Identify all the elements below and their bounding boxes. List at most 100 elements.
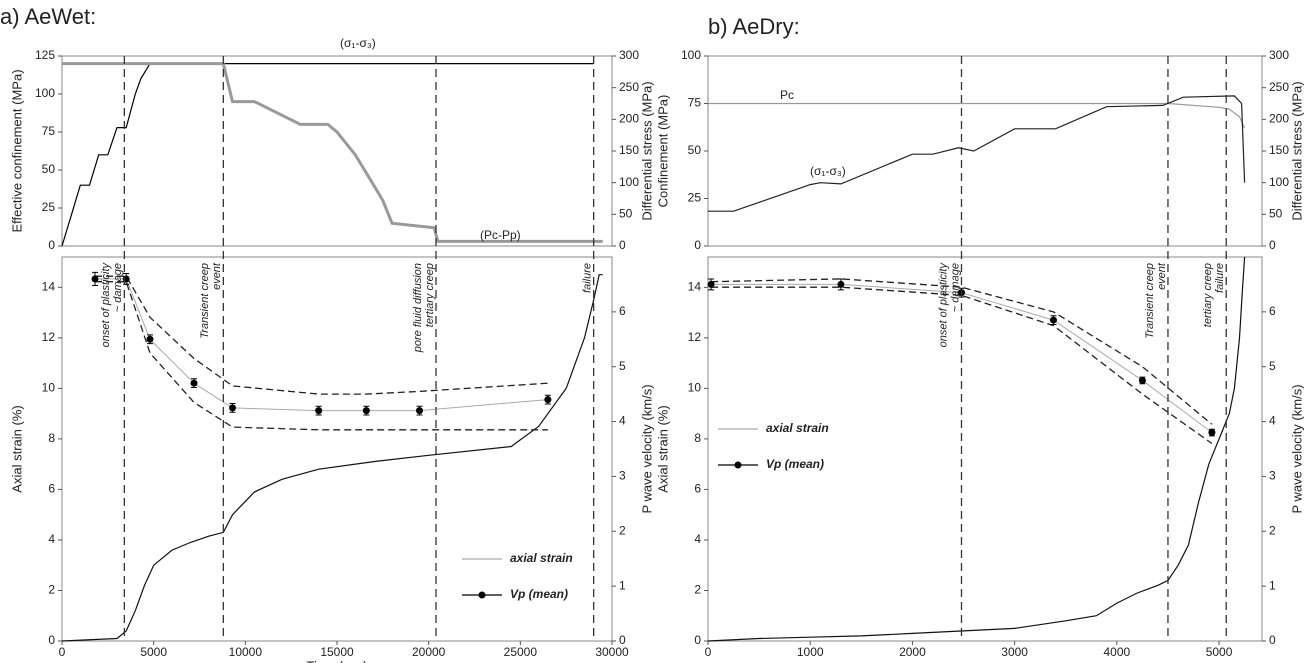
y2-axis-label: P wave velocity (km/s) <box>639 384 654 513</box>
x-tick-label: 0 <box>705 645 712 659</box>
x-tick-label: 0 <box>59 645 66 659</box>
y2-tick-label: 100 <box>619 175 639 189</box>
x-tick-label: 20000 <box>412 645 446 659</box>
vp-point <box>146 335 154 343</box>
y-tick-label: 2 <box>48 583 55 597</box>
legend-marker <box>478 591 486 599</box>
event-label: failure <box>1214 263 1226 293</box>
series-annotation: (σ₁-σ₃) <box>340 36 376 50</box>
panel-title: b) AeDry: <box>708 14 800 39</box>
panel-title: a) AeWet: <box>0 4 96 29</box>
y2-tick-label: 100 <box>1269 175 1289 189</box>
y-tick-label: 14 <box>688 279 702 293</box>
x-tick-label: 4000 <box>1104 645 1131 659</box>
vp-point <box>91 275 99 283</box>
series-line <box>707 256 1246 642</box>
x-tick-label: 2000 <box>899 645 926 659</box>
x-tick-label: 10000 <box>229 645 263 659</box>
y2-tick-label: 1 <box>619 578 626 592</box>
x-axis-label: Time (sec) <box>307 658 368 663</box>
y2-axis-label: P wave velocity (km/s) <box>1289 384 1304 513</box>
vp-point <box>1208 429 1216 437</box>
series-annotation: (σ₁-σ₃) <box>810 164 846 178</box>
y2-tick-label: 0 <box>619 238 626 252</box>
upper-bound <box>711 278 1213 425</box>
y-tick-label: 50 <box>42 162 56 176</box>
lower-bound <box>711 286 1213 445</box>
vp-point <box>837 280 845 288</box>
y2-tick-label: 250 <box>619 80 639 94</box>
y2-axis-label: Differential stress (MPa) <box>1289 81 1304 220</box>
y2-tick-label: 50 <box>1269 207 1283 221</box>
y2-tick-label: 6 <box>1269 304 1276 318</box>
y-tick-label: 4 <box>48 532 55 546</box>
series-line <box>61 63 594 247</box>
y2-tick-label: 50 <box>619 207 633 221</box>
series-annotation: Pc <box>780 88 794 102</box>
y-tick-label: 125 <box>35 48 55 62</box>
y-tick-label: 0 <box>48 633 55 647</box>
legend-label: Vp (mean) <box>766 457 824 471</box>
x-tick-label: 1000 <box>797 645 824 659</box>
y2-tick-label: 6 <box>619 304 626 318</box>
event-label: ~ damage <box>949 263 961 312</box>
vp-point <box>544 396 552 404</box>
y2-tick-label: 3 <box>619 469 626 483</box>
plot-frame <box>61 55 613 247</box>
y-tick-label: 6 <box>694 482 701 496</box>
event-label: event <box>1156 262 1168 290</box>
y-axis-label: Effective confinement (MPa) <box>9 69 24 232</box>
y-tick-label: 0 <box>694 238 701 252</box>
y2-tick-label: 4 <box>619 414 626 428</box>
vp-point <box>707 280 715 288</box>
y-axis-label: Axial strain (%) <box>655 405 670 492</box>
y2-tick-label: 0 <box>619 633 626 647</box>
vp-trend <box>711 283 1213 433</box>
y2-axis-label: Differential stress (MPa) <box>639 81 654 220</box>
event-label: tertiary creep <box>1202 263 1214 327</box>
y-axis-label: Axial strain (%) <box>9 405 24 492</box>
plot-frame <box>707 256 1263 642</box>
event-label: Transient creep <box>199 263 211 339</box>
vp-point <box>416 407 423 415</box>
y2-tick-label: 0 <box>1269 238 1276 252</box>
y2-tick-label: 300 <box>619 48 639 62</box>
event-label: failure <box>582 263 594 293</box>
y2-tick-label: 0 <box>1269 633 1276 647</box>
vp-point <box>315 407 323 415</box>
series-annotation: (Pc-Pp) <box>480 228 521 242</box>
y-tick-label: 25 <box>42 200 56 214</box>
x-tick-label: 25000 <box>504 645 538 659</box>
x-tick-label: 5000 <box>1206 645 1233 659</box>
y-tick-label: 100 <box>35 86 55 100</box>
y-tick-label: 25 <box>688 191 702 205</box>
y2-tick-label: 150 <box>1269 143 1289 157</box>
y-tick-label: 100 <box>681 48 701 62</box>
y-tick-label: 12 <box>42 330 56 344</box>
y-tick-label: 8 <box>48 431 55 445</box>
y-tick-label: 12 <box>688 330 702 344</box>
y2-tick-label: 5 <box>1269 359 1276 373</box>
series-line <box>62 62 603 243</box>
y-tick-label: 10 <box>42 381 56 395</box>
x-tick-label: 5000 <box>140 645 167 659</box>
vp-point <box>190 379 198 387</box>
y2-tick-label: 2 <box>1269 523 1276 537</box>
y-tick-label: 14 <box>42 279 56 293</box>
event-label: Transient creep <box>1144 263 1156 339</box>
legend-marker <box>734 461 742 469</box>
y-tick-label: 0 <box>48 238 55 252</box>
y2-tick-label: 200 <box>1269 112 1289 126</box>
vp-point <box>362 407 370 415</box>
lower-bound <box>95 281 548 431</box>
y-axis-label: Confinement (MPa) <box>655 95 670 208</box>
event-label: onset of plasticity <box>100 262 112 348</box>
plot-frame <box>61 256 613 642</box>
event-label: ~ damage <box>112 263 124 312</box>
y-tick-label: 4 <box>694 532 701 546</box>
upper-bound <box>95 275 548 395</box>
y-tick-label: 10 <box>688 381 702 395</box>
y-tick-label: 75 <box>688 96 702 110</box>
y2-tick-label: 5 <box>619 359 626 373</box>
